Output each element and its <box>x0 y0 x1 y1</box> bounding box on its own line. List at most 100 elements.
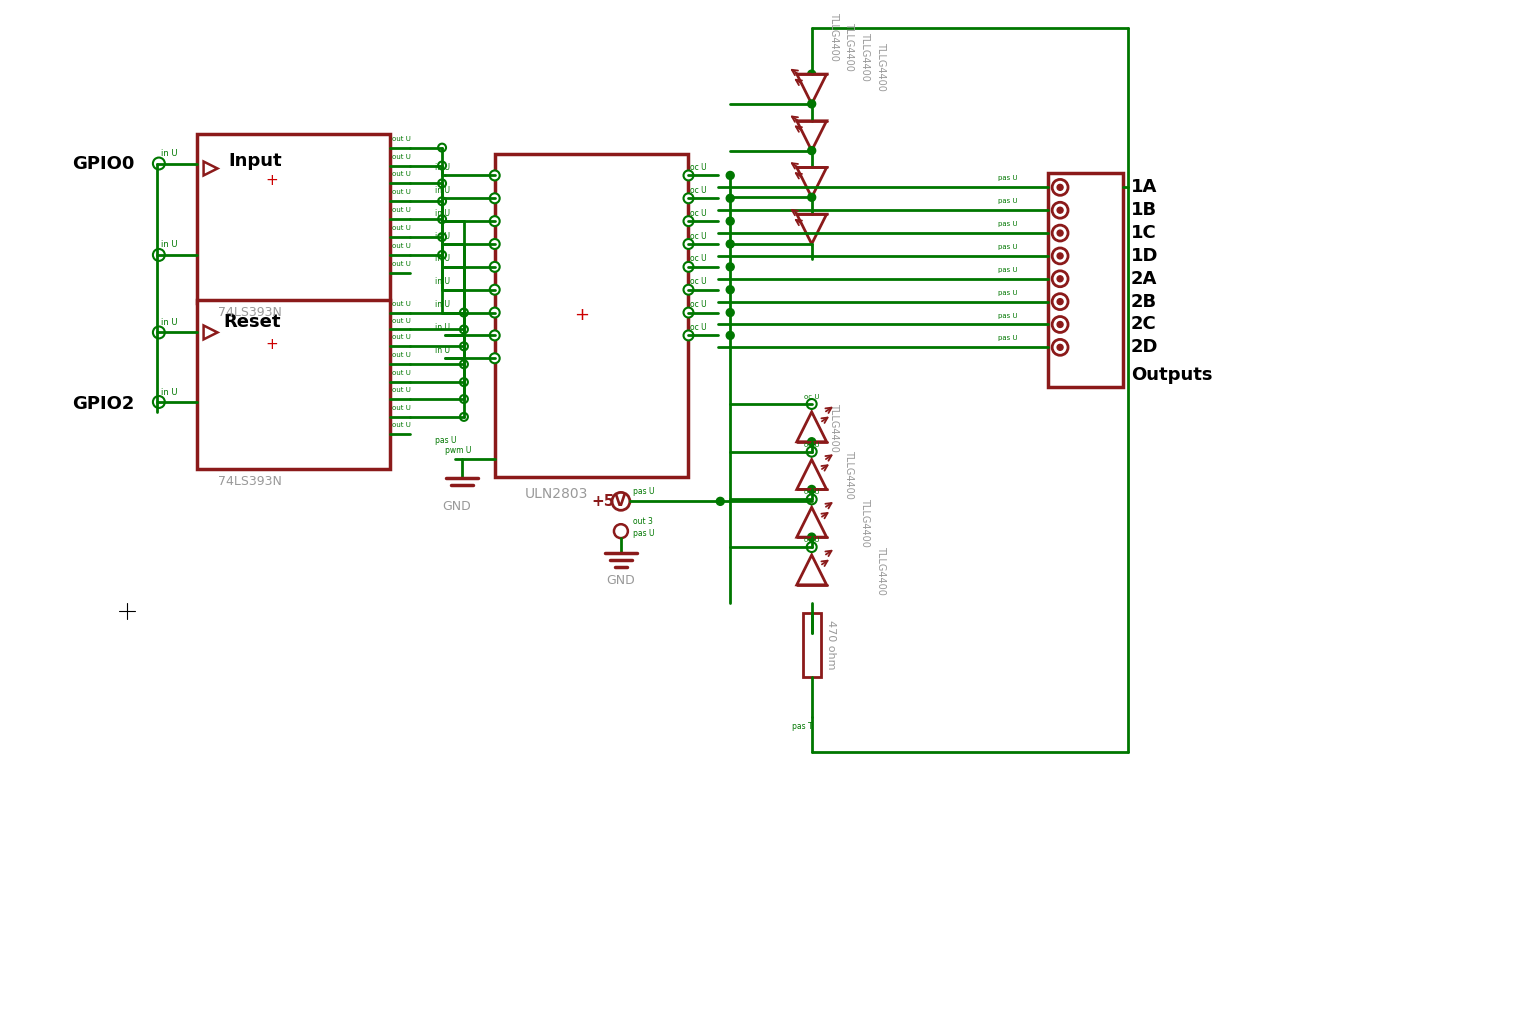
Text: out U: out U <box>392 189 410 196</box>
Text: TLLG4400: TLLG4400 <box>861 32 870 81</box>
Circle shape <box>1058 253 1064 259</box>
Text: out U: out U <box>392 422 410 428</box>
Circle shape <box>726 195 734 203</box>
Circle shape <box>684 194 693 203</box>
Circle shape <box>490 307 499 317</box>
Circle shape <box>684 170 693 180</box>
Text: out U: out U <box>392 370 410 376</box>
Text: out U: out U <box>392 387 410 393</box>
Text: TLLG4400: TLLG4400 <box>829 12 839 61</box>
Polygon shape <box>797 168 827 198</box>
Circle shape <box>1058 344 1064 350</box>
Polygon shape <box>797 507 827 538</box>
Text: pas U: pas U <box>998 312 1018 318</box>
Text: pas T: pas T <box>792 722 812 731</box>
Circle shape <box>490 239 499 249</box>
Text: in U: in U <box>435 323 450 332</box>
Polygon shape <box>203 326 218 339</box>
Text: 1A: 1A <box>1131 178 1157 197</box>
Text: GND: GND <box>606 574 635 588</box>
Circle shape <box>807 485 816 494</box>
Circle shape <box>807 194 816 202</box>
Text: in U: in U <box>435 278 450 287</box>
Circle shape <box>807 534 816 541</box>
Circle shape <box>438 162 446 170</box>
Text: +: + <box>266 173 278 188</box>
Circle shape <box>807 446 816 457</box>
Bar <box>1048 173 1123 387</box>
Circle shape <box>807 542 816 552</box>
Text: pas U: pas U <box>633 528 655 538</box>
Circle shape <box>684 262 693 271</box>
Circle shape <box>438 251 446 259</box>
Text: oc U: oc U <box>804 538 819 543</box>
Text: in U: in U <box>435 346 450 355</box>
Polygon shape <box>797 74 827 103</box>
Circle shape <box>726 217 734 225</box>
Text: oc U: oc U <box>690 185 707 195</box>
Circle shape <box>1051 203 1068 218</box>
Circle shape <box>153 249 165 261</box>
Circle shape <box>726 308 734 316</box>
Bar <box>803 612 821 677</box>
Text: GPIO2: GPIO2 <box>72 395 134 413</box>
Circle shape <box>807 495 816 505</box>
Text: 1B: 1B <box>1131 202 1157 219</box>
Text: TLLG4400: TLLG4400 <box>876 546 887 595</box>
Text: Input: Input <box>229 152 282 170</box>
Polygon shape <box>797 412 827 441</box>
Text: oc U: oc U <box>690 231 707 241</box>
Circle shape <box>490 353 499 364</box>
Text: pas U: pas U <box>998 221 1018 227</box>
Circle shape <box>490 170 499 180</box>
Circle shape <box>1051 225 1068 241</box>
Text: in U: in U <box>435 185 450 195</box>
Circle shape <box>490 262 499 271</box>
Text: out 3: out 3 <box>633 517 653 525</box>
Circle shape <box>438 233 446 241</box>
Text: pas U: pas U <box>998 199 1018 204</box>
Circle shape <box>153 327 165 338</box>
Text: in U: in U <box>160 150 177 158</box>
Text: TLLG4400: TLLG4400 <box>876 42 887 91</box>
Circle shape <box>612 493 630 510</box>
Circle shape <box>684 239 693 249</box>
Circle shape <box>1051 294 1068 309</box>
Text: Reset: Reset <box>223 313 281 332</box>
Circle shape <box>726 286 734 294</box>
Text: 470 ohm: 470 ohm <box>826 620 836 670</box>
Text: 1C: 1C <box>1131 224 1157 242</box>
Text: Outputs: Outputs <box>1131 367 1212 384</box>
Text: pas U: pas U <box>998 175 1018 181</box>
Text: pas U: pas U <box>435 436 456 445</box>
Text: oc U: oc U <box>804 441 819 447</box>
Text: oc U: oc U <box>690 254 707 263</box>
Circle shape <box>459 308 468 316</box>
Text: in U: in U <box>435 254 450 263</box>
Text: +: + <box>266 337 278 352</box>
Text: +: + <box>574 305 589 324</box>
Circle shape <box>490 285 499 295</box>
Circle shape <box>613 524 627 539</box>
Circle shape <box>1058 230 1064 237</box>
Circle shape <box>807 399 816 409</box>
Circle shape <box>684 307 693 317</box>
Text: GPIO0: GPIO0 <box>72 155 134 172</box>
Polygon shape <box>797 460 827 489</box>
Circle shape <box>807 100 816 108</box>
Polygon shape <box>797 555 827 585</box>
Circle shape <box>807 146 816 155</box>
Circle shape <box>1058 275 1064 282</box>
Text: out U: out U <box>392 207 410 213</box>
Circle shape <box>726 332 734 339</box>
Text: oc U: oc U <box>690 163 707 172</box>
Text: oc U: oc U <box>690 323 707 332</box>
Circle shape <box>438 179 446 187</box>
Text: oc U: oc U <box>804 394 819 400</box>
Circle shape <box>438 143 446 152</box>
Text: in U: in U <box>435 300 450 309</box>
Circle shape <box>684 216 693 226</box>
Circle shape <box>459 360 468 369</box>
Circle shape <box>1058 322 1064 328</box>
Text: 74LS393N: 74LS393N <box>218 306 282 319</box>
